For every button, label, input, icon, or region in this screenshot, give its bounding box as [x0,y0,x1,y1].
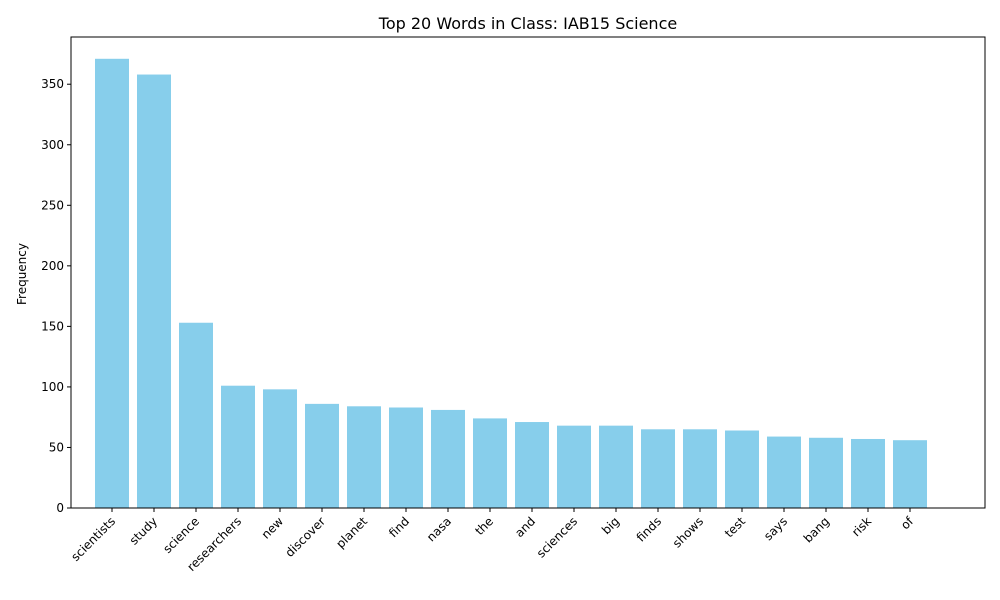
y-tick-label: 50 [49,440,64,454]
x-tick-label: planet [333,514,370,551]
x-tick-label: test [722,514,748,540]
bar-researchers [221,385,255,508]
y-tick-label: 100 [41,380,64,394]
x-tick-label: scientists [68,514,118,564]
y-axis-ticks: 0 50 100 150 200 250 300 350 [41,77,71,515]
bar-discover [305,403,339,508]
plot-frame [70,36,986,509]
y-tick-label: 250 [41,198,64,212]
x-tick-label: risk [849,514,874,539]
x-tick-label: discover [282,514,328,560]
bar-study [137,74,171,509]
chart-title: Top 20 Words in Class: IAB15 Science [378,14,677,33]
bar-planet [347,406,381,508]
bar-science [179,322,213,508]
bar-risk [851,438,885,508]
bar-the [473,418,507,508]
x-tick-label: science [160,514,202,556]
x-tick-label: new [259,514,287,542]
bar-big [599,425,633,508]
y-tick-label: 150 [41,319,64,333]
x-tick-label: find [386,514,412,540]
bar-scientists [95,58,129,509]
x-tick-label: the [472,514,496,538]
bar-of [893,440,927,508]
x-tick-label: big [599,514,622,537]
x-tick-label: says [761,514,790,543]
x-tick-label: of [898,514,917,533]
bar-and [515,422,549,508]
x-tick-label: shows [670,514,706,550]
x-tick-label: bang [801,514,832,545]
x-tick-label: study [127,514,160,547]
bar-finds [641,429,675,508]
x-tick-label: nasa [424,514,454,544]
y-tick-label: 300 [41,138,64,152]
bar-test [725,430,759,508]
y-axis-label: Frequency [15,243,29,305]
x-tick-label: and [512,514,538,540]
bar-sciences [557,425,591,508]
bar-bang [809,437,843,508]
x-tick-label: finds [634,514,664,544]
bar-find [389,407,423,508]
x-tick-label: sciences [534,514,580,560]
bars-group [95,58,927,509]
y-tick-label: 0 [56,501,64,515]
y-tick-label: 200 [41,259,64,273]
bar-shows [683,429,717,508]
bar-new [263,389,297,508]
bar-nasa [431,409,465,508]
y-tick-label: 350 [41,77,64,91]
bar-says [767,436,801,508]
